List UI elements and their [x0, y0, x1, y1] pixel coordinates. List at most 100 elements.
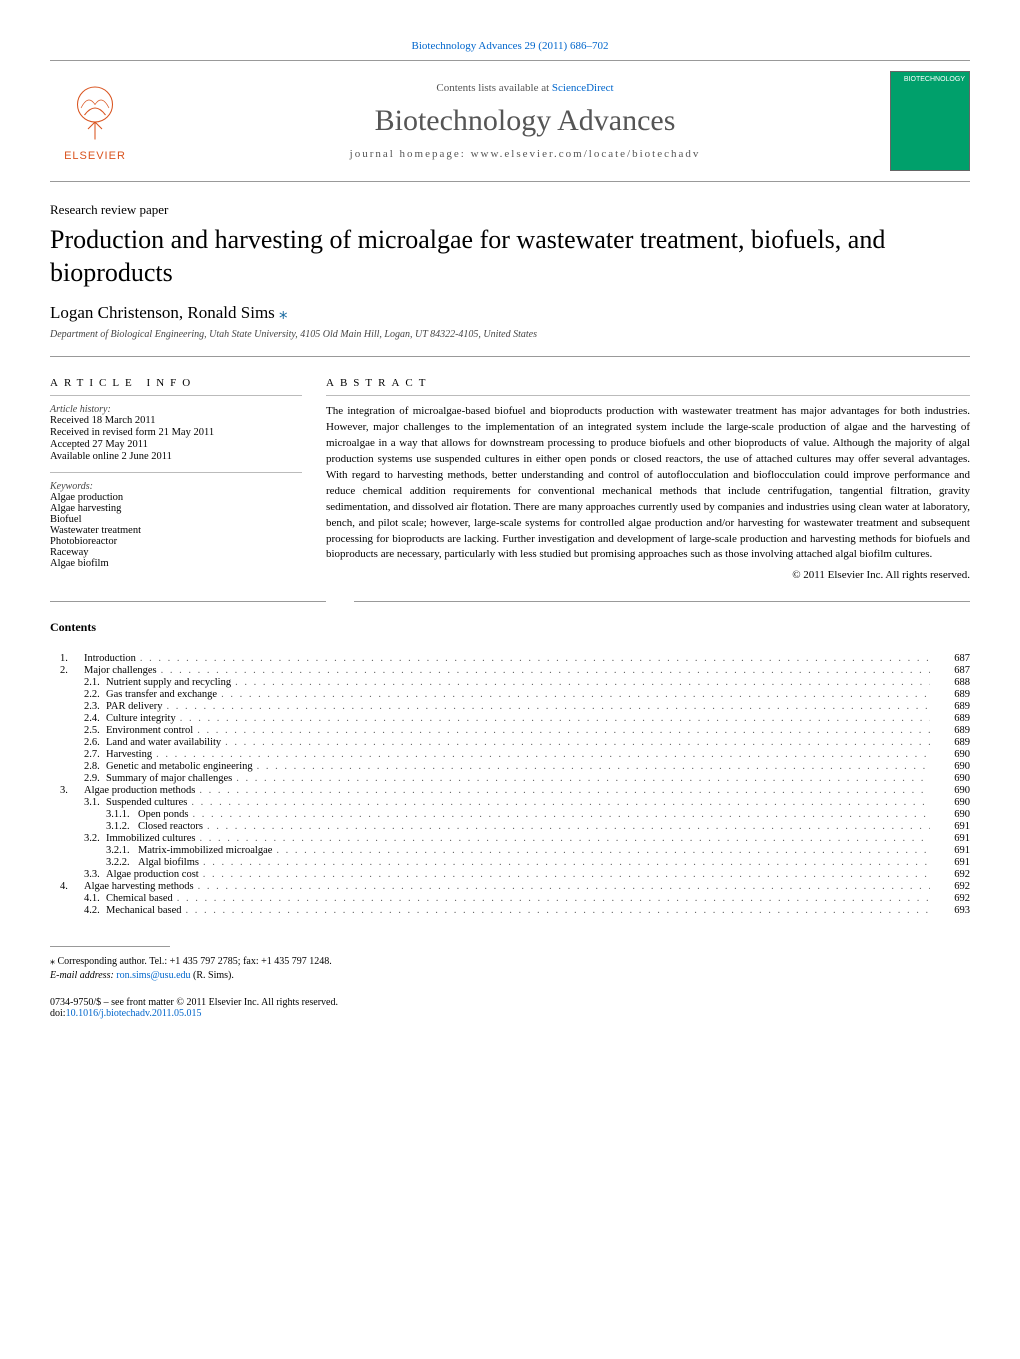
history-item: Received in revised form 21 May 2011	[50, 427, 302, 438]
journal-header: ELSEVIER Contents lists available at Sci…	[50, 60, 970, 182]
toc-row: 3.2.2.Algal biofilms . . . . . . . . . .…	[50, 857, 970, 868]
doi-line: doi:10.1016/j.biotechadv.2011.05.015	[50, 1008, 970, 1019]
toc-number: 3.2.	[50, 833, 106, 844]
article-info-heading: article info	[50, 377, 302, 389]
homepage-url[interactable]: www.elsevier.com/locate/biotechadv	[471, 148, 701, 160]
thin-divider	[50, 472, 302, 473]
toc-row: 2.Major challenges . . . . . . . . . . .…	[50, 665, 970, 676]
toc-title: Summary of major challenges	[106, 773, 232, 784]
contents-heading: Contents	[50, 620, 970, 635]
abstract-text: The integration of microalgae-based biof…	[326, 404, 970, 563]
toc-number: 4.2.	[50, 905, 106, 916]
toc-dots: . . . . . . . . . . . . . . . . . . . . …	[176, 713, 930, 724]
history-item: Accepted 27 May 2011	[50, 439, 302, 450]
toc-row: 1.Introduction . . . . . . . . . . . . .…	[50, 653, 970, 664]
abstract-heading: abstract	[326, 377, 970, 389]
email-link[interactable]: ron.sims@usu.edu	[116, 970, 190, 981]
email-suffix: (R. Sims).	[191, 970, 234, 981]
keywords-label: Keywords:	[50, 481, 302, 492]
article-history-label: Article history:	[50, 404, 302, 415]
toc-row: 2.6.Land and water availability . . . . …	[50, 737, 970, 748]
header-center: Contents lists available at ScienceDirec…	[160, 82, 890, 160]
toc-number: 2.7.	[50, 749, 106, 760]
toc-row: 4.Algae harvesting methods . . . . . . .…	[50, 881, 970, 892]
toc-title: Matrix-immobilized microalgae	[138, 845, 272, 856]
citation-link[interactable]: Biotechnology Advances 29 (2011) 686–702	[50, 40, 970, 52]
journal-cover-thumbnail: BIOTECHNOLOGY	[890, 71, 970, 171]
toc-number: 2.6.	[50, 737, 106, 748]
keyword-item: Biofuel	[50, 514, 302, 525]
toc-row: 3.3.Algae production cost . . . . . . . …	[50, 869, 970, 880]
toc-number: 3.1.1.	[50, 809, 138, 820]
toc-page: 689	[930, 701, 970, 712]
toc-page: 689	[930, 713, 970, 724]
journal-homepage: journal homepage: www.elsevier.com/locat…	[160, 148, 890, 160]
divider-right	[354, 601, 970, 602]
cover-badge: BIOTECHNOLOGY	[904, 76, 965, 83]
toc-page: 691	[930, 821, 970, 832]
toc-page: 689	[930, 689, 970, 700]
sciencedirect-link[interactable]: ScienceDirect	[552, 82, 614, 94]
toc-dots: . . . . . . . . . . . . . . . . . . . . …	[195, 785, 930, 796]
toc-page: 693	[930, 905, 970, 916]
toc-dots: . . . . . . . . . . . . . . . . . . . . …	[194, 881, 930, 892]
toc-title: Closed reactors	[138, 821, 203, 832]
toc-dots: . . . . . . . . . . . . . . . . . . . . …	[199, 869, 930, 880]
toc-row: 3.1.1.Open ponds . . . . . . . . . . . .…	[50, 809, 970, 820]
corresponding-line: ⁎ Corresponding author. Tel.: +1 435 797…	[50, 955, 970, 969]
toc-dots: . . . . . . . . . . . . . . . . . . . . …	[182, 905, 930, 916]
contents-list-line: Contents lists available at ScienceDirec…	[160, 82, 890, 94]
footer-divider	[50, 946, 170, 947]
toc-page: 691	[930, 845, 970, 856]
toc-number: 4.1.	[50, 893, 106, 904]
toc-number: 2.	[50, 665, 84, 676]
toc-title: Introduction	[84, 653, 136, 664]
toc-page: 692	[930, 881, 970, 892]
toc-number: 2.9.	[50, 773, 106, 784]
authors-text: Logan Christenson, Ronald Sims	[50, 303, 275, 322]
toc-dots: . . . . . . . . . . . . . . . . . . . . …	[173, 893, 930, 904]
toc-number: 2.3.	[50, 701, 106, 712]
contents-prefix: Contents lists available at	[436, 82, 551, 94]
toc-title: Mechanical based	[106, 905, 182, 916]
keyword-item: Wastewater treatment	[50, 525, 302, 536]
toc-row: 2.9.Summary of major challenges . . . . …	[50, 773, 970, 784]
toc-dots: . . . . . . . . . . . . . . . . . . . . …	[157, 665, 930, 676]
toc-number: 3.2.1.	[50, 845, 138, 856]
keyword-item: Raceway	[50, 547, 302, 558]
toc-number: 2.1.	[50, 677, 106, 688]
toc-dots: . . . . . . . . . . . . . . . . . . . . …	[221, 737, 930, 748]
toc-dots: . . . . . . . . . . . . . . . . . . . . …	[196, 833, 930, 844]
toc-page: 691	[930, 857, 970, 868]
toc-dots: . . . . . . . . . . . . . . . . . . . . …	[187, 797, 930, 808]
toc-title: Chemical based	[106, 893, 173, 904]
toc-page: 691	[930, 833, 970, 844]
toc-title: PAR delivery	[106, 701, 163, 712]
email-label: E-mail address:	[50, 970, 116, 981]
toc-dots: . . . . . . . . . . . . . . . . . . . . …	[163, 701, 931, 712]
toc-page: 690	[930, 809, 970, 820]
history-item: Received 18 March 2011	[50, 415, 302, 426]
toc-number: 3.3.	[50, 869, 106, 880]
article-history-list: Received 18 March 2011Received in revise…	[50, 415, 302, 462]
divider	[50, 356, 970, 357]
keyword-item: Algae production	[50, 492, 302, 503]
toc-number: 3.2.2.	[50, 857, 138, 868]
toc-title: Land and water availability	[106, 737, 221, 748]
toc-row: 2.1.Nutrient supply and recycling . . . …	[50, 677, 970, 688]
toc-dots: . . . . . . . . . . . . . . . . . . . . …	[232, 773, 930, 784]
toc-title: Suspended cultures	[106, 797, 187, 808]
homepage-prefix: journal homepage:	[350, 148, 471, 160]
toc-title: Culture integrity	[106, 713, 176, 724]
toc-dots: . . . . . . . . . . . . . . . . . . . . …	[203, 821, 930, 832]
publisher-name: ELSEVIER	[64, 150, 126, 162]
toc-title: Major challenges	[84, 665, 157, 676]
toc-title: Algae production cost	[106, 869, 199, 880]
toc-number: 3.1.	[50, 797, 106, 808]
toc-row: 3.1.Suspended cultures . . . . . . . . .…	[50, 797, 970, 808]
divider-short	[50, 601, 326, 602]
toc-title: Algae production methods	[84, 785, 195, 796]
toc-dots: . . . . . . . . . . . . . . . . . . . . …	[217, 689, 930, 700]
toc-dots: . . . . . . . . . . . . . . . . . . . . …	[152, 749, 930, 760]
doi-link[interactable]: 10.1016/j.biotechadv.2011.05.015	[66, 1008, 202, 1019]
